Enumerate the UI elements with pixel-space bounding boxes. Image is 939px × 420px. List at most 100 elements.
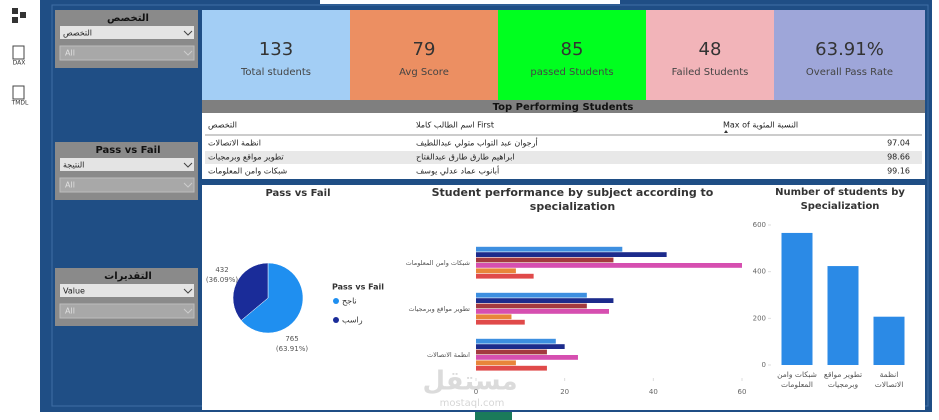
y-tick-label: شبكات وامن المعلومات (406, 259, 470, 267)
pie-slice (240, 262, 304, 334)
legend-title: Pass vs Fail (332, 283, 384, 292)
chart-title: Student performance by subject according… (431, 186, 714, 213)
bar (476, 273, 534, 279)
bar (476, 365, 547, 371)
column-header: Max of النسبة المئوية (723, 121, 798, 130)
slicer-value-box[interactable] (59, 45, 195, 61)
table-cell: انظمة الاتصالات (208, 139, 261, 148)
slicer-title: التقديرات (104, 271, 152, 282)
y-tick-label: 0 (762, 361, 766, 369)
kpi-value: 133 (259, 39, 293, 60)
column-header: اسم الطالب كاملا First (416, 121, 494, 130)
legend-label: راسب (342, 316, 363, 325)
data-label: 765 (285, 335, 298, 343)
kpi-label: Avg Score (399, 67, 449, 78)
table-title: Top Performing Students (493, 102, 634, 113)
bar (476, 349, 547, 355)
slicer-dropdown[interactable] (60, 284, 194, 297)
watermark-url: mostaql.com (440, 398, 505, 409)
chevron (183, 162, 193, 168)
bar (476, 252, 667, 257)
bar (476, 298, 614, 303)
kpi-card (646, 10, 774, 100)
slicer-value-box[interactable] (59, 177, 195, 193)
kpi-card (350, 10, 498, 100)
row-band (205, 151, 922, 164)
bar (476, 292, 587, 298)
bar (476, 257, 614, 263)
watermark: مستقل (422, 367, 517, 397)
slicer-title: Pass vs Fail (96, 145, 161, 156)
toolbar-icon (20, 12, 26, 18)
table-cell: ابراهيم طارق طارق عبدالفتاح (416, 153, 515, 162)
table-cell: أبانوب عماد عدلي يوسف (416, 166, 499, 176)
legend-marker (333, 298, 339, 304)
table-cell: أرجوان عبد التواب متولي عبداللطيف (416, 138, 538, 148)
kpi-label: Total students (240, 67, 311, 78)
data-label: (36.09%) (206, 276, 238, 284)
chart-title: Pass vs Fail (266, 188, 331, 199)
x-tick-label: 60 (738, 388, 747, 396)
bar (476, 360, 516, 366)
y-tick-label: 600 (753, 221, 766, 229)
x-tick-label: شبكات وامن المعلومات (777, 370, 817, 389)
table-cell: 99.16 (887, 167, 910, 176)
sort-arrow (724, 130, 728, 133)
chevron (183, 182, 193, 188)
bar (476, 303, 587, 309)
data-label: 432 (215, 266, 228, 274)
kpi-label: Overall Pass Rate (806, 67, 893, 78)
legend-label: ناجح (342, 297, 357, 306)
bar (476, 309, 609, 314)
table-cell: تطوير مواقع وبرمجيات (208, 153, 284, 162)
chevron (183, 288, 193, 294)
slicer-dropdown[interactable] (60, 26, 194, 39)
x-tick-label: انظمة الاتصالات (874, 370, 904, 389)
bar (873, 316, 905, 365)
table-cell: 98.66 (887, 153, 910, 162)
slicer-value-box[interactable] (59, 303, 195, 319)
y-tick-label: انظمة الاتصالات (427, 351, 470, 359)
y-tick-label: 400 (753, 268, 766, 276)
toolbar-label: DAX (13, 60, 26, 67)
kpi-card (774, 10, 925, 100)
toolbar-icon[interactable] (12, 85, 25, 100)
bar (476, 338, 556, 344)
chart-title: Number of students by Specialization (775, 187, 905, 212)
slicer-value: All (65, 49, 75, 58)
x-tick-label: 0 (474, 388, 478, 396)
toolbar-icon (12, 17, 18, 23)
toolbar-icon (12, 8, 18, 14)
chevron (183, 30, 193, 36)
slicer-value: All (65, 181, 75, 190)
slicer-dropdown-text: التخصص (63, 29, 92, 38)
x-tick-label: تطوير مواقع وبرمجيات (823, 370, 863, 389)
bar (827, 266, 859, 365)
search-bar (320, 0, 620, 4)
kpi-value: 79 (413, 39, 436, 60)
page-tab (475, 412, 512, 420)
column-header: التخصص (208, 121, 237, 130)
bar (476, 344, 565, 349)
bar (476, 246, 623, 252)
slicer-value: All (65, 307, 75, 316)
slicer-dropdown[interactable] (60, 158, 194, 171)
slicer-title: التخصص (107, 13, 149, 24)
table-header-bar (202, 100, 925, 113)
kpi-card (498, 10, 646, 100)
slicer-dropdown-text: Value (63, 287, 85, 296)
bar (476, 314, 512, 320)
pie-slice (232, 262, 269, 321)
chevron (183, 50, 193, 56)
kpi-value: 48 (699, 39, 722, 60)
chevron (183, 308, 193, 314)
y-tick-label: تطوير مواقع وبرمجيات (408, 305, 470, 313)
kpi-label: passed Students (530, 67, 613, 78)
data-label: (63.91%) (276, 345, 308, 353)
kpi-label: Failed Students (672, 67, 749, 78)
toolbar-icon[interactable] (12, 45, 25, 60)
toolbar-label: TMDL (11, 100, 29, 107)
x-tick-label: 20 (560, 388, 569, 396)
bar (781, 232, 813, 365)
